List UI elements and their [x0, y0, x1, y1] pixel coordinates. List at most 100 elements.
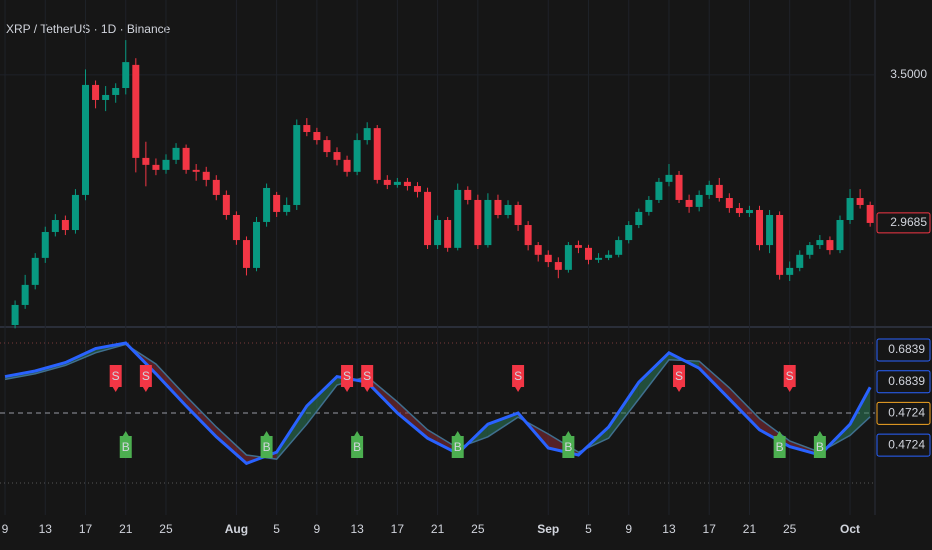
- candle-body: [51, 220, 59, 232]
- candle-body: [162, 159, 170, 170]
- candle-body: [474, 199, 482, 246]
- buy-marker: [813, 431, 826, 458]
- x-tick-label: Sep: [537, 522, 559, 536]
- x-tick-label: 13: [662, 522, 676, 536]
- candle-body: [333, 152, 341, 160]
- candle-body: [202, 171, 210, 180]
- candle-body: [444, 220, 452, 248]
- candle-body: [293, 125, 301, 205]
- candle-body: [846, 198, 854, 221]
- candle-body: [122, 62, 130, 89]
- candle-body: [816, 240, 824, 246]
- candle-body: [283, 204, 291, 212]
- last-price-box: [876, 212, 931, 234]
- buy-marker-label: B: [454, 440, 462, 454]
- sell-marker: [673, 365, 686, 392]
- band-fill: [608, 382, 639, 439]
- candle-body: [504, 204, 512, 215]
- candle-body: [313, 132, 321, 141]
- value-tag-label: 0.6839: [888, 342, 925, 356]
- candle-body: [856, 198, 864, 205]
- candle-body: [222, 194, 230, 215]
- candle-body: [92, 84, 100, 100]
- x-tick-label: Aug: [225, 522, 248, 536]
- buy-marker-label: B: [776, 440, 784, 454]
- candle-body: [625, 225, 633, 241]
- candle-body: [756, 209, 764, 246]
- band-fill: [638, 352, 669, 399]
- sell-marker: [139, 365, 152, 392]
- candle-body: [615, 240, 623, 255]
- last-price-label: 2.9685: [890, 215, 927, 229]
- band-fill: [306, 376, 338, 425]
- candle-body: [595, 257, 603, 260]
- candle-body: [403, 181, 411, 187]
- sell-marker: [512, 365, 525, 392]
- sell-marker: [361, 365, 374, 392]
- sell-marker-label: S: [786, 369, 794, 383]
- candle-body: [675, 174, 683, 200]
- sell-marker-label: S: [675, 369, 683, 383]
- candle-body: [524, 225, 532, 246]
- candle-body: [242, 240, 250, 268]
- x-tick-label: 13: [39, 522, 53, 536]
- candle-body: [645, 199, 653, 212]
- candle-body: [41, 231, 49, 258]
- candle-body: [192, 169, 200, 172]
- x-tick-label: 9: [2, 522, 9, 536]
- sell-marker-label: S: [363, 369, 371, 383]
- x-tick-label: 21: [743, 522, 757, 536]
- candle-body: [745, 209, 753, 214]
- candle-body: [71, 194, 79, 231]
- value-tag-label: 0.4724: [888, 406, 925, 420]
- candle-body: [82, 84, 90, 195]
- band-fill: [729, 387, 760, 430]
- x-tick-label: 21: [431, 522, 445, 536]
- x-tick-label: 17: [703, 522, 717, 536]
- candle-body: [232, 214, 240, 241]
- candle-body: [605, 254, 613, 258]
- candle-body: [484, 199, 492, 246]
- sell-marker-label: S: [343, 369, 351, 383]
- oscillator-line: [4, 343, 871, 460]
- candle-body: [343, 159, 351, 172]
- sell-marker-label: S: [514, 369, 522, 383]
- x-tick-label: 21: [119, 522, 133, 536]
- candle-body: [102, 94, 110, 100]
- candle-body: [434, 220, 442, 246]
- buy-marker: [260, 431, 273, 458]
- x-tick-label: 17: [79, 522, 93, 536]
- band-fill: [155, 363, 187, 406]
- buy-marker: [773, 431, 786, 458]
- x-tick-label: 9: [625, 522, 632, 536]
- candle-body: [665, 174, 673, 182]
- candle-body: [705, 184, 713, 195]
- candle-body: [695, 194, 703, 207]
- candle-body: [725, 198, 733, 209]
- candle-body: [303, 125, 311, 133]
- candle-body: [574, 245, 582, 248]
- candle-body: [554, 262, 562, 270]
- candle-body: [836, 220, 844, 251]
- buy-marker-label: B: [263, 440, 271, 454]
- buy-marker: [119, 431, 132, 458]
- x-tick-label: 5: [273, 522, 280, 536]
- candle-body: [454, 189, 462, 248]
- candle-body: [635, 211, 643, 226]
- x-tick-label: 25: [471, 522, 485, 536]
- buy-marker-label: B: [564, 440, 572, 454]
- candle-body: [826, 240, 834, 251]
- candle-body: [152, 164, 160, 170]
- candle-body: [142, 157, 150, 165]
- buy-marker-label: B: [353, 440, 361, 454]
- value-tag-box: [876, 338, 931, 362]
- x-tick-label: 25: [783, 522, 797, 536]
- candle-body: [253, 221, 261, 268]
- candle-body: [715, 184, 723, 199]
- candle-body: [273, 194, 281, 212]
- candle-body: [373, 128, 381, 180]
- buy-marker: [562, 431, 575, 458]
- candle-body: [61, 220, 69, 231]
- candle-body: [31, 257, 39, 285]
